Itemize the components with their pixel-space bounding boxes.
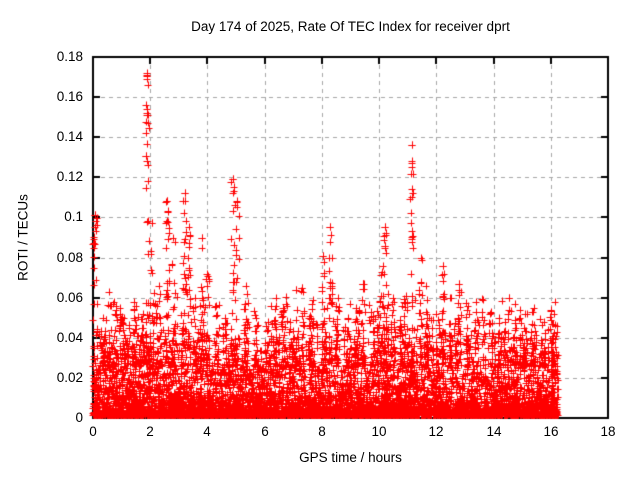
- x-tick-label: 6: [261, 424, 269, 439]
- x-tick-label: 10: [371, 424, 387, 439]
- y-tick-label: 0.14: [56, 129, 83, 144]
- y-tick-label: 0.1: [64, 209, 83, 224]
- x-tick-label: 0: [89, 424, 97, 439]
- y-axis-label: ROTI / TECUs: [15, 194, 31, 281]
- x-tick-label: 2: [146, 424, 154, 439]
- x-axis-label: GPS time / hours: [299, 450, 402, 465]
- y-tick-label: 0.12: [56, 169, 83, 184]
- y-tick-label: 0.16: [56, 89, 83, 104]
- y-tick-label: 0: [75, 410, 83, 425]
- y-tick-label: 0.08: [56, 250, 83, 265]
- x-tick-label: 8: [318, 424, 326, 439]
- x-tick-label: 12: [428, 424, 444, 439]
- y-tick-label: 0.04: [56, 330, 83, 345]
- x-tick-label: 14: [486, 424, 502, 439]
- y-tick-label: 0.06: [56, 290, 83, 305]
- y-tick-label: 0.18: [56, 49, 83, 64]
- chart-title: Day 174 of 2025, Rate Of TEC Index for r…: [191, 19, 510, 34]
- x-tick-label: 18: [600, 424, 616, 439]
- x-tick-label: 4: [203, 424, 211, 439]
- y-tick-label: 0.02: [56, 370, 83, 385]
- x-tick-label: 16: [543, 424, 559, 439]
